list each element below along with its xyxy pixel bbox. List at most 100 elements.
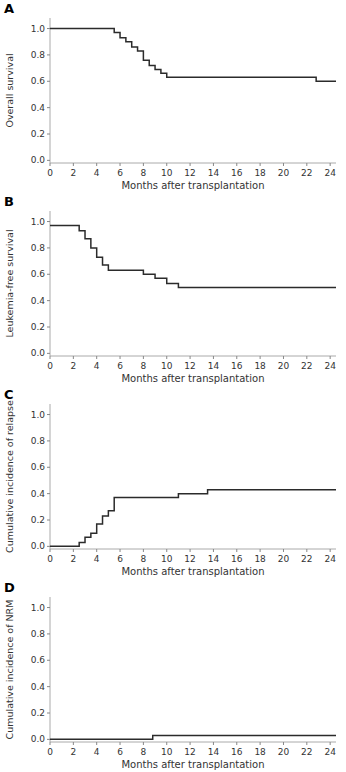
y-tick-label: 0.4 [31,489,46,499]
x-tick [120,742,121,745]
x-tick [166,742,167,745]
panel-label: C [4,387,14,402]
x-tick [213,356,214,359]
x-tick-label: 16 [231,361,243,371]
x-tick [236,163,237,166]
x-tick [166,549,167,552]
x-tick [306,356,307,359]
x-tick-label: 0 [47,361,53,371]
step-line [50,490,336,547]
x-tick [213,742,214,745]
x-axis-label: Months after transplantation [121,566,264,577]
y-tick-label: 0.8 [31,436,46,446]
x-tick-label: 24 [324,361,336,371]
x-tick-label: 10 [161,554,173,564]
x-tick-label: 0 [47,168,53,178]
x-tick-label: 12 [184,361,195,371]
y-tick [47,54,50,55]
x-tick [73,549,74,552]
x-tick-label: 18 [254,361,266,371]
x-tick-label: 6 [117,361,123,371]
x-tick [236,356,237,359]
y-tick-label: 1.0 [31,410,46,420]
x-tick [260,163,261,166]
y-tick [47,607,50,608]
x-tick-label: 16 [231,747,243,757]
x-tick-label: 6 [117,747,123,757]
x-axis-label: Months after transplantation [121,180,264,191]
x-axis-line [50,549,336,550]
plot-area [50,226,336,288]
x-tick-label: 2 [70,747,76,757]
x-tick-label: 16 [231,554,243,564]
x-tick [73,163,74,166]
panel-label: A [4,1,14,16]
y-tick-label: 0.2 [31,515,45,525]
x-tick-label: 18 [254,747,266,757]
x-tick [330,163,331,166]
y-tick-label: 0.8 [31,50,46,60]
y-tick-label: 0.4 [31,103,46,113]
y-tick-label: 0.4 [31,296,46,306]
x-tick [330,742,331,745]
x-tick-label: 20 [278,168,290,178]
x-tick [96,742,97,745]
y-tick [47,660,50,661]
x-tick [73,356,74,359]
x-tick-label: 8 [141,168,147,178]
panel-label: B [4,194,14,209]
y-tick [47,221,50,222]
y-tick-label: 0.2 [31,129,45,139]
x-tick-label: 20 [278,361,290,371]
x-tick-label: 24 [324,554,336,564]
x-tick-label: 24 [324,168,336,178]
x-tick [260,742,261,745]
x-tick-label: 4 [94,361,100,371]
x-tick [50,356,51,359]
x-tick [120,549,121,552]
x-tick-label: 12 [184,747,195,757]
x-tick [306,742,307,745]
x-tick-label: 22 [301,361,312,371]
y-tick-label: 0.8 [31,629,46,639]
y-tick [47,686,50,687]
y-axis-line [50,18,51,163]
x-tick [213,549,214,552]
x-axis-label: Months after transplantation [121,759,264,770]
panel: 0.00.20.40.60.81.0024681012141618202224M… [4,387,336,577]
y-tick [47,327,50,328]
x-tick-label: 10 [161,361,173,371]
x-axis-line [50,163,336,164]
x-tick-label: 20 [278,554,290,564]
x-tick-label: 14 [208,554,220,564]
x-tick [50,549,51,552]
x-tick [330,356,331,359]
y-tick [47,467,50,468]
y-tick-label: 0.2 [31,322,45,332]
x-tick [143,742,144,745]
y-axis-label: Overall survival [4,53,15,127]
y-tick-label: 1.0 [31,217,46,227]
y-tick [47,247,50,248]
x-tick [143,163,144,166]
x-tick [143,549,144,552]
x-tick-label: 8 [141,554,147,564]
y-tick-label: 0.0 [31,348,46,358]
x-tick-label: 6 [117,168,123,178]
y-tick [47,300,50,301]
step-line [50,735,336,739]
y-tick [47,633,50,634]
y-tick-label: 0.8 [31,243,46,253]
x-tick [283,163,284,166]
plot-area [50,29,336,82]
y-tick [47,160,50,161]
x-tick [190,163,191,166]
x-tick [120,356,121,359]
y-tick-label: 0.0 [31,155,46,165]
x-axis-line [50,356,336,357]
y-tick-label: 1.0 [31,603,46,613]
x-tick-label: 22 [301,554,312,564]
x-tick-label: 16 [231,168,243,178]
x-tick-label: 20 [278,747,290,757]
panel: 0.00.20.40.60.81.0024681012141618202224M… [4,580,336,770]
